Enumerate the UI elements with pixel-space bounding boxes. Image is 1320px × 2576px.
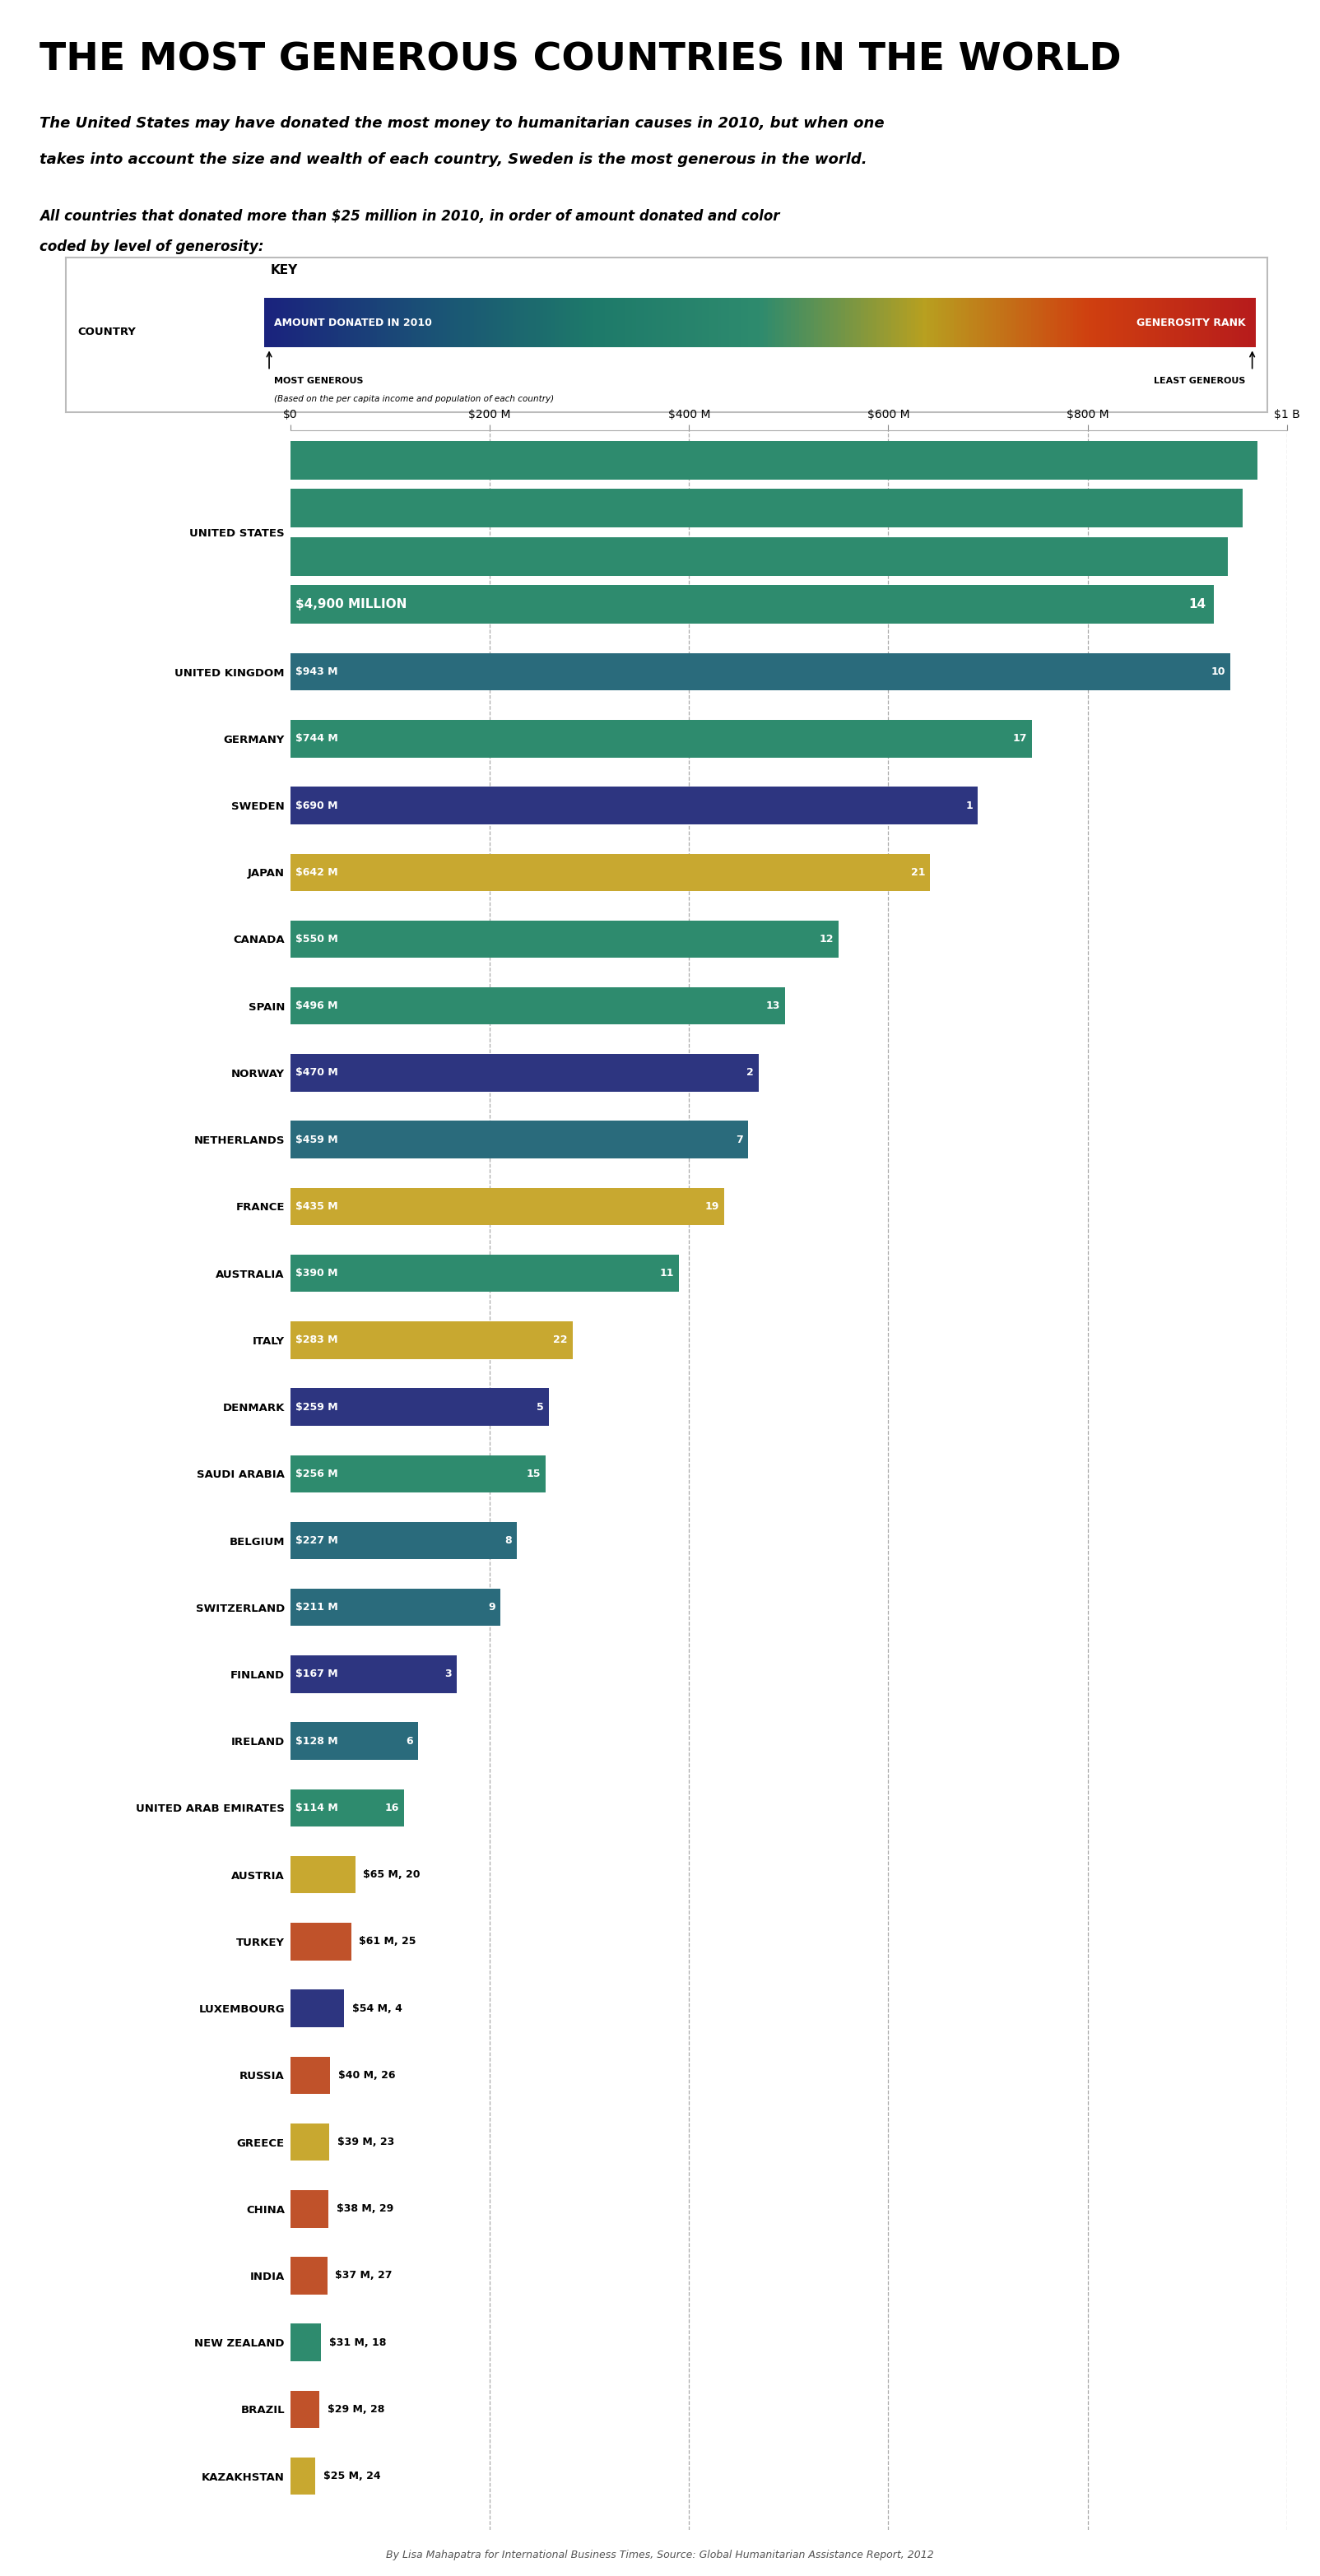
Bar xyxy=(290,1790,404,1826)
Text: $167 M: $167 M xyxy=(296,1669,338,1680)
Text: $54 M, 4: $54 M, 4 xyxy=(352,2004,403,2014)
Bar xyxy=(290,1121,748,1159)
Bar xyxy=(290,1388,549,1425)
Text: 14: 14 xyxy=(1188,598,1205,611)
Text: $642 M: $642 M xyxy=(296,868,338,878)
Text: 13: 13 xyxy=(766,999,780,1012)
Text: 6: 6 xyxy=(405,1736,413,1747)
Text: $29 M, 28: $29 M, 28 xyxy=(327,2403,384,2414)
Text: 16: 16 xyxy=(384,1803,399,1814)
Bar xyxy=(290,654,1230,690)
Bar xyxy=(290,1054,759,1092)
Bar xyxy=(290,786,978,824)
Bar xyxy=(290,1656,457,1692)
Text: The United States may have donated the most money to humanitarian causes in 2010: The United States may have donated the m… xyxy=(40,116,884,131)
Text: $227 M: $227 M xyxy=(296,1535,338,1546)
Bar xyxy=(290,2190,329,2228)
Text: $744 M: $744 M xyxy=(296,734,338,744)
Text: $496 M: $496 M xyxy=(296,999,338,1012)
Text: LEAST GENEROUS: LEAST GENEROUS xyxy=(1154,376,1245,384)
Bar xyxy=(290,2324,321,2362)
Text: 8: 8 xyxy=(504,1535,512,1546)
Text: 15: 15 xyxy=(527,1468,541,1479)
Bar xyxy=(290,1723,418,1759)
Bar xyxy=(290,920,838,958)
Text: $31 M, 18: $31 M, 18 xyxy=(329,2336,387,2347)
Text: 7: 7 xyxy=(735,1133,743,1144)
Text: 21: 21 xyxy=(911,868,925,878)
Bar xyxy=(290,1255,678,1293)
Text: $38 M, 29: $38 M, 29 xyxy=(337,2202,393,2215)
Text: $390 M: $390 M xyxy=(296,1267,338,1278)
Text: $39 M, 23: $39 M, 23 xyxy=(337,2136,395,2148)
Bar xyxy=(290,1188,723,1226)
Bar xyxy=(290,538,1228,574)
Bar xyxy=(290,2123,329,2161)
Bar xyxy=(290,1522,516,1558)
Text: By Lisa Mahapatra for International Business Times, Source: Global Humanitarian : By Lisa Mahapatra for International Busi… xyxy=(385,2550,935,2561)
Bar xyxy=(290,853,931,891)
Bar xyxy=(290,1589,500,1625)
Text: 9: 9 xyxy=(488,1602,496,1613)
Text: KEY: KEY xyxy=(271,263,297,276)
Text: 5: 5 xyxy=(536,1401,544,1412)
Text: AMOUNT DONATED IN 2010: AMOUNT DONATED IN 2010 xyxy=(275,317,432,327)
Bar xyxy=(290,1922,351,1960)
Text: $25 M, 24: $25 M, 24 xyxy=(323,2470,380,2481)
Text: 19: 19 xyxy=(705,1200,719,1211)
Text: (Based on the per capita income and population of each country): (Based on the per capita income and popu… xyxy=(275,394,554,402)
Bar xyxy=(290,2257,327,2295)
Bar xyxy=(290,2056,330,2094)
Text: 3: 3 xyxy=(445,1669,451,1680)
Bar xyxy=(290,1989,345,2027)
Text: $40 M, 26: $40 M, 26 xyxy=(338,2071,396,2081)
Text: $61 M, 25: $61 M, 25 xyxy=(359,1937,416,1947)
Text: $37 M, 27: $37 M, 27 xyxy=(335,2269,392,2280)
Text: 2: 2 xyxy=(747,1066,754,1079)
Text: THE MOST GENEROUS COUNTRIES IN THE WORLD: THE MOST GENEROUS COUNTRIES IN THE WORLD xyxy=(40,41,1122,77)
Bar xyxy=(290,719,1032,757)
Text: COUNTRY: COUNTRY xyxy=(78,327,136,337)
Text: 11: 11 xyxy=(660,1267,675,1278)
Text: $65 M, 20: $65 M, 20 xyxy=(363,1870,420,1880)
Text: 12: 12 xyxy=(820,933,833,945)
Bar xyxy=(290,987,784,1025)
Text: $256 M: $256 M xyxy=(296,1468,338,1479)
Bar xyxy=(290,489,1242,528)
Bar xyxy=(290,1857,355,1893)
Text: All countries that donated more than $25 million in 2010, in order of amount don: All countries that donated more than $25… xyxy=(40,209,780,224)
Text: $550 M: $550 M xyxy=(296,933,338,945)
Text: 10: 10 xyxy=(1210,667,1225,677)
Bar xyxy=(290,1321,573,1358)
Text: 22: 22 xyxy=(553,1334,568,1345)
Text: $690 M: $690 M xyxy=(296,801,338,811)
Text: takes into account the size and wealth of each country, Sweden is the most gener: takes into account the size and wealth o… xyxy=(40,152,867,167)
Text: 1: 1 xyxy=(966,801,973,811)
Text: $283 M: $283 M xyxy=(296,1334,338,1345)
Text: coded by level of generosity:: coded by level of generosity: xyxy=(40,240,264,255)
Text: $114 M: $114 M xyxy=(296,1803,338,1814)
Text: 17: 17 xyxy=(1012,734,1027,744)
Text: $4,900 MILLION: $4,900 MILLION xyxy=(296,598,407,611)
Text: $459 M: $459 M xyxy=(296,1133,338,1144)
Text: MOST GENEROUS: MOST GENEROUS xyxy=(275,376,363,384)
Text: $259 M: $259 M xyxy=(296,1401,338,1412)
Text: $435 M: $435 M xyxy=(296,1200,338,1211)
Text: $211 M: $211 M xyxy=(296,1602,338,1613)
Text: $128 M: $128 M xyxy=(296,1736,338,1747)
Bar xyxy=(290,2458,315,2496)
Bar xyxy=(290,585,1213,623)
Bar xyxy=(290,440,1257,479)
Bar xyxy=(290,2391,319,2429)
Text: GENEROSITY RANK: GENEROSITY RANK xyxy=(1137,317,1245,327)
Text: $943 M: $943 M xyxy=(296,667,338,677)
Bar xyxy=(290,1455,545,1492)
Text: $470 M: $470 M xyxy=(296,1066,338,1079)
